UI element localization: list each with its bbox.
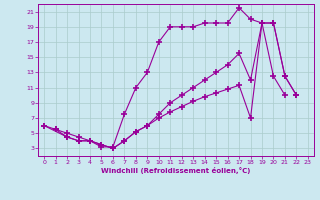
X-axis label: Windchill (Refroidissement éolien,°C): Windchill (Refroidissement éolien,°C)	[101, 167, 251, 174]
